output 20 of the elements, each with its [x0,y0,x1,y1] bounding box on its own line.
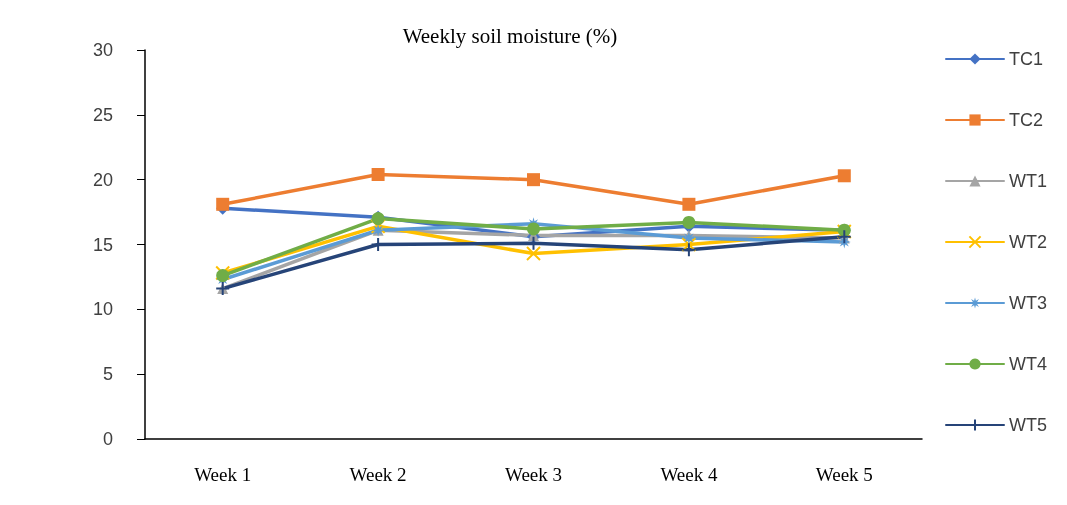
x-tick-label: Week 4 [660,464,718,485]
legend-label: WT3 [1009,293,1047,313]
legend-label: WT2 [1009,232,1047,252]
legend-label: WT4 [1009,354,1047,374]
x-tick-label: Week 1 [194,464,252,485]
y-tick-label: 20 [92,169,113,190]
chart-title: Weekly soil moisture (%) [402,23,618,48]
legend-label: WT5 [1009,415,1047,435]
y-tick-label: 15 [92,234,113,255]
legend-label: TC1 [1009,49,1044,69]
x-tick-label: Week 3 [504,464,563,485]
x-tick-label: Week 5 [815,464,873,485]
y-tick-label: 5 [102,364,113,385]
legend-label: WT1 [1009,171,1047,191]
y-tick-label: 10 [92,299,113,320]
legend-label: TC2 [1009,110,1044,130]
y-tick-label: 25 [92,104,113,125]
x-tick-label: Week 2 [349,464,407,485]
y-tick-label: 30 [92,40,113,60]
y-tick-label: 0 [102,429,113,449]
